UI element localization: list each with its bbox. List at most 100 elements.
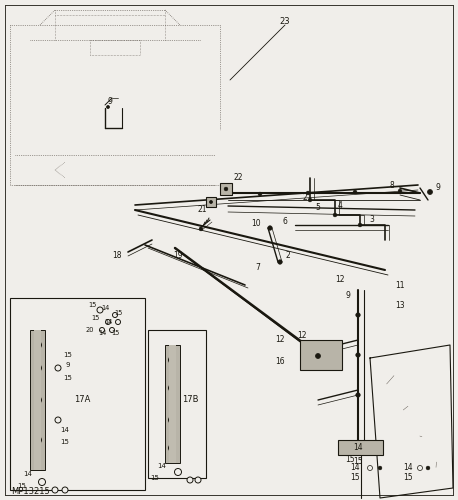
Text: 2: 2 [286, 250, 290, 260]
Circle shape [174, 468, 181, 475]
Text: 16: 16 [275, 358, 285, 366]
Circle shape [378, 466, 382, 470]
Text: 22: 22 [233, 174, 243, 182]
Circle shape [34, 342, 42, 348]
Bar [8, 95, 228, 295]
Bar [30, 330, 45, 470]
Text: 14: 14 [23, 471, 33, 477]
Circle shape [113, 312, 118, 318]
Circle shape [34, 396, 42, 404]
Circle shape [55, 417, 61, 423]
Text: 9: 9 [436, 184, 441, 192]
Bar [34, 330, 41, 470]
Text: 17A: 17A [74, 396, 90, 404]
Circle shape [426, 466, 430, 470]
Text: 15: 15 [64, 375, 72, 381]
Circle shape [34, 364, 42, 372]
Circle shape [308, 198, 312, 202]
Text: 12: 12 [297, 330, 307, 340]
Text: 4: 4 [338, 200, 343, 209]
Text: 14: 14 [104, 319, 112, 325]
Text: 3: 3 [370, 216, 375, 224]
Text: 9: 9 [108, 98, 112, 106]
Bar [10, 298, 145, 490]
Text: 8: 8 [390, 180, 394, 190]
Text: 15: 15 [88, 302, 96, 308]
Text: 15: 15 [64, 352, 72, 358]
Text: 19: 19 [173, 250, 183, 260]
Bar [220, 183, 232, 195]
Circle shape [418, 466, 422, 470]
Circle shape [97, 307, 103, 313]
Text: 9: 9 [346, 290, 350, 300]
Circle shape [353, 190, 357, 194]
Circle shape [367, 466, 372, 470]
Circle shape [169, 444, 175, 452]
Text: 18: 18 [113, 250, 122, 260]
Circle shape [52, 487, 58, 493]
Bar [8, 295, 203, 493]
Text: 14: 14 [98, 330, 106, 336]
Bar [206, 197, 216, 207]
Bar [148, 330, 206, 478]
Text: 14: 14 [403, 464, 413, 472]
Text: 14: 14 [101, 305, 109, 311]
Circle shape [427, 190, 432, 194]
Circle shape [356, 393, 360, 397]
Circle shape [107, 106, 109, 108]
Text: 21: 21 [197, 206, 207, 214]
Text: 15: 15 [151, 475, 159, 481]
Circle shape [38, 478, 45, 486]
Text: 5: 5 [316, 204, 321, 212]
Circle shape [62, 487, 68, 493]
Bar [300, 340, 342, 370]
Text: 23: 23 [280, 18, 290, 26]
Text: 15: 15 [345, 456, 355, 464]
Polygon shape [370, 345, 453, 498]
Text: 15: 15 [91, 315, 99, 321]
Text: 11: 11 [395, 280, 405, 289]
Text: 15: 15 [403, 474, 413, 482]
Text: 14: 14 [353, 442, 363, 452]
Bar [165, 345, 180, 463]
Circle shape [109, 328, 114, 332]
Text: 15: 15 [111, 330, 119, 336]
Text: 14: 14 [158, 463, 166, 469]
Circle shape [199, 227, 203, 231]
Circle shape [333, 213, 337, 217]
Circle shape [115, 320, 120, 324]
Circle shape [169, 416, 175, 424]
Circle shape [278, 260, 282, 264]
Bar [338, 440, 383, 455]
Circle shape [358, 223, 362, 227]
Circle shape [356, 353, 360, 357]
Circle shape [169, 384, 175, 392]
Circle shape [356, 313, 360, 317]
Circle shape [169, 356, 175, 364]
Text: 15: 15 [114, 310, 122, 316]
Circle shape [306, 191, 310, 195]
Text: 15: 15 [350, 474, 360, 482]
Circle shape [187, 477, 193, 483]
Text: 15: 15 [353, 458, 363, 466]
Text: 12: 12 [335, 276, 345, 284]
Text: 15: 15 [60, 439, 70, 445]
Text: 17B: 17B [182, 396, 198, 404]
Text: 12: 12 [275, 336, 285, 344]
Circle shape [224, 187, 228, 191]
Text: 14: 14 [350, 464, 360, 472]
Circle shape [99, 328, 104, 332]
Circle shape [268, 226, 272, 230]
Circle shape [209, 200, 213, 203]
Text: 13: 13 [395, 300, 405, 310]
Circle shape [398, 189, 402, 193]
Circle shape [258, 192, 262, 196]
Text: 7: 7 [256, 264, 261, 272]
Text: 10: 10 [251, 220, 261, 228]
Text: 2: 2 [303, 194, 307, 202]
Text: 15: 15 [17, 483, 27, 489]
Bar [169, 345, 176, 463]
Text: 14: 14 [60, 427, 70, 433]
Circle shape [55, 365, 61, 371]
Text: MP13215: MP13215 [11, 488, 49, 496]
